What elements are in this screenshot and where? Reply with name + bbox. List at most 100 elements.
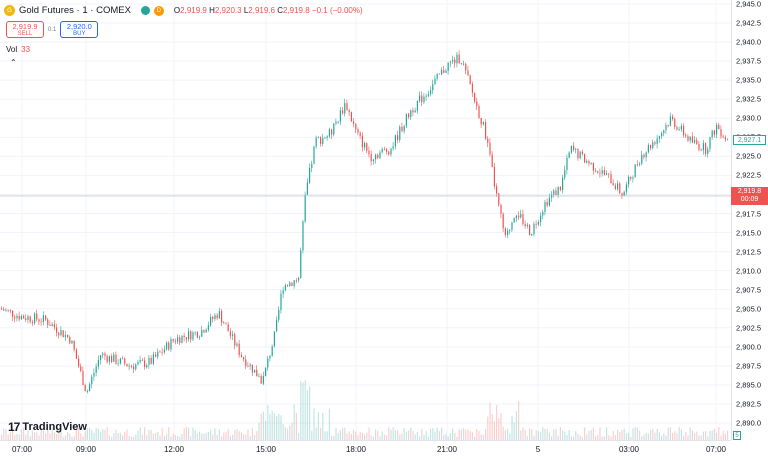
candle-body [163, 349, 165, 353]
volume-bar [27, 430, 29, 440]
candle-body [157, 351, 159, 357]
volume-bar [227, 429, 229, 440]
volume-bar [586, 434, 588, 440]
volume-bar [621, 429, 623, 440]
candle-body [331, 129, 333, 135]
volume-bar [685, 431, 687, 440]
candle-body [575, 149, 577, 150]
volume-bar [702, 431, 704, 440]
candle-body [680, 125, 682, 130]
candle-body [212, 316, 214, 320]
candle-body [702, 143, 704, 151]
tradingview-mark-icon: 17 [8, 420, 20, 434]
volume-bar [302, 382, 304, 440]
volume-bar [337, 432, 339, 440]
candle-body [460, 63, 462, 64]
volume-bar [489, 402, 491, 440]
volume-bar [531, 429, 533, 440]
candle-body [5, 309, 7, 311]
volume-bar [689, 427, 691, 440]
sell-button[interactable]: 2,919.9 SELL [6, 21, 44, 38]
time-axis[interactable]: 07:00 09:00 12:00 15:00 18:00 21:00 5 03:00 07:0… [0, 440, 731, 459]
candle-body [672, 116, 674, 120]
volume-bar [696, 431, 698, 440]
candle-body [104, 353, 106, 357]
candle-body [496, 186, 498, 194]
volume-bar [680, 429, 682, 440]
delayed-data-badge[interactable]: D [153, 5, 164, 16]
candle-body [663, 130, 665, 134]
volume-bar [25, 434, 27, 440]
volume-bar [344, 427, 346, 440]
volume-bar [720, 435, 722, 440]
volume-bar [148, 429, 150, 440]
volume-bar [223, 432, 225, 440]
volume-bar [280, 415, 282, 440]
candle-body [260, 376, 262, 384]
candle-body [232, 334, 234, 336]
tradingview-logo[interactable]: 17 TradingView [8, 420, 87, 434]
volume-bar [487, 416, 489, 440]
candle-body [146, 365, 148, 368]
candle-body [38, 319, 40, 322]
candle-body [636, 164, 638, 166]
chevron-up-icon[interactable]: ⌃ [10, 58, 17, 67]
candle-body [678, 129, 680, 131]
volume-bar [575, 431, 577, 440]
candle-body [196, 332, 198, 338]
candle-body [53, 324, 55, 328]
price-chart[interactable] [0, 0, 731, 440]
volume-bar [540, 432, 542, 440]
volume-bar [262, 411, 264, 440]
candle-body [313, 146, 315, 164]
volume-bar [69, 434, 71, 440]
candle-body [643, 154, 645, 158]
volume-bar [449, 433, 451, 440]
candle-body [31, 321, 33, 323]
symbol-title[interactable]: Gold Futures · 1 · COMEX [19, 5, 131, 16]
volume-bar [335, 427, 337, 440]
volume-bar [445, 433, 447, 440]
candle-body [309, 168, 311, 183]
volume-bar [322, 412, 324, 440]
last-price-label: 2,927.1 [733, 135, 766, 146]
candle-body [493, 166, 495, 187]
volume-bar [161, 427, 163, 440]
volume-bar [722, 430, 724, 440]
candle-body [421, 95, 423, 103]
volume-bar [469, 431, 471, 440]
volume-bar [31, 430, 33, 440]
volume-bar [654, 432, 656, 440]
volume-bar [663, 433, 665, 440]
price-axis[interactable]: 2,945.0 2,942.5 2,940.0 2,937.5 2,935.0 2,932… [731, 0, 768, 440]
candle-body [474, 92, 476, 102]
volume-bar [269, 414, 271, 440]
volume-legend[interactable]: Vol 33 [6, 45, 31, 54]
price-tick-label: 2,942.5 [736, 18, 762, 28]
volume-bar [86, 427, 88, 440]
volume-bar [181, 433, 183, 440]
chart-area[interactable] [0, 0, 731, 440]
volume-bar [496, 404, 498, 440]
volume-bar [75, 429, 77, 440]
candle-body [597, 171, 599, 173]
volume-bar [443, 434, 445, 440]
candle-body [647, 145, 649, 153]
candle-body [91, 376, 93, 385]
buy-button[interactable]: 2,920.0 BUY [60, 21, 99, 38]
candle-body [199, 336, 201, 338]
price-tick-label: 2,892.5 [736, 399, 762, 409]
volume-bar [399, 434, 401, 440]
time-tick-label: 21:00 [436, 445, 458, 454]
volume-bar [463, 428, 465, 440]
candle-body [482, 122, 484, 125]
candle-body [722, 136, 724, 138]
volume-bar [236, 429, 238, 440]
volume-bar [40, 427, 42, 440]
volume-bar [353, 429, 355, 440]
volume-bar [577, 433, 579, 440]
open-value: 2,919.9 [180, 6, 207, 15]
candle-body [113, 354, 115, 362]
volume-bar [254, 435, 256, 440]
volume-bar [210, 429, 212, 440]
